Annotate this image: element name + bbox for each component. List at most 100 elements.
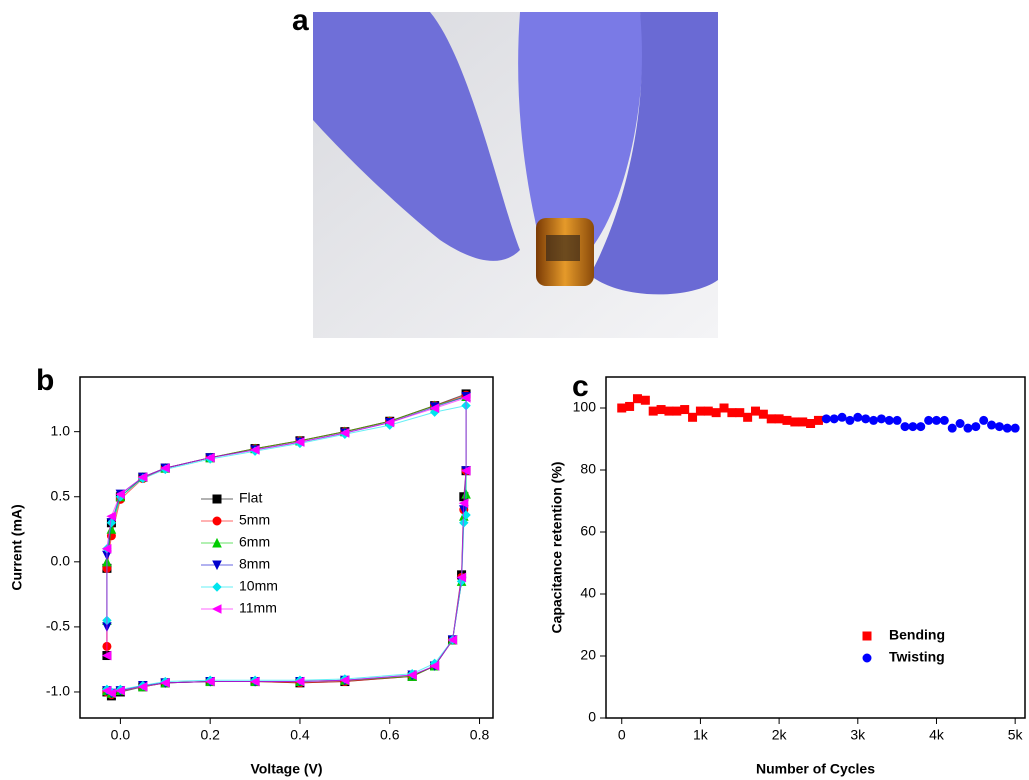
series-line — [106, 395, 467, 694]
marker — [101, 543, 112, 554]
legend-label: Flat — [239, 490, 262, 506]
marker — [407, 670, 417, 680]
marker — [813, 415, 823, 425]
marker — [821, 414, 831, 424]
marker — [758, 409, 768, 419]
marker — [680, 405, 690, 415]
marker — [106, 511, 116, 522]
x-axis-title: Number of Cycles — [756, 761, 875, 777]
marker — [837, 412, 847, 422]
marker — [1002, 423, 1012, 433]
panel-label: c — [572, 370, 589, 403]
marker — [339, 675, 350, 686]
x-tick-label: 3k — [850, 727, 866, 743]
panel-label: b — [36, 364, 54, 397]
plot-frame — [79, 376, 494, 719]
y-axis-title: Current (mA) — [9, 504, 25, 590]
x-tick-label: 0.8 — [470, 727, 490, 743]
marker — [205, 452, 215, 463]
marker — [249, 676, 260, 687]
x-tick-label: 0.0 — [111, 727, 131, 743]
marker — [1010, 423, 1020, 433]
marker — [160, 678, 170, 688]
marker — [101, 685, 112, 696]
series-line — [106, 405, 467, 693]
marker — [664, 406, 674, 416]
marker — [806, 419, 816, 428]
legend-marker — [212, 582, 222, 592]
marker — [931, 415, 941, 425]
marker — [695, 406, 705, 416]
marker — [735, 408, 745, 418]
marker — [743, 412, 753, 422]
marker — [632, 394, 642, 404]
marker — [869, 415, 879, 425]
plot-frame — [605, 376, 1026, 719]
marker — [861, 414, 871, 424]
photo — [313, 12, 718, 338]
marker — [137, 472, 148, 483]
marker — [790, 417, 800, 427]
y-tick-label: 20 — [580, 647, 596, 663]
marker — [727, 408, 737, 418]
y-tick-label: 0 — [588, 709, 596, 725]
marker — [798, 417, 808, 427]
y-tick-label: 100 — [573, 399, 597, 415]
marker — [672, 406, 682, 416]
marker — [774, 414, 784, 424]
legend-marker — [211, 604, 222, 614]
marker — [853, 412, 863, 422]
marker — [447, 635, 458, 645]
marker — [625, 401, 635, 411]
legend-marker — [212, 494, 222, 504]
marker — [205, 676, 215, 687]
series-line — [106, 394, 467, 696]
y-tick-label: 0.5 — [51, 487, 71, 503]
marker — [115, 685, 125, 696]
marker — [429, 661, 440, 671]
marker — [751, 406, 761, 416]
marker — [703, 406, 713, 416]
legend-marker — [212, 537, 222, 548]
marker — [845, 415, 855, 425]
legend-label: 6mm — [239, 534, 270, 550]
marker — [971, 422, 981, 432]
marker — [459, 518, 469, 528]
legend-label: Bending — [889, 627, 945, 643]
legend-label: Twisting — [889, 649, 945, 665]
marker — [994, 422, 1004, 432]
legend-marker — [212, 516, 222, 526]
marker — [106, 518, 117, 528]
y-tick-label: -1.0 — [46, 683, 70, 699]
series-line — [106, 395, 467, 694]
marker — [160, 463, 170, 473]
marker — [460, 465, 471, 476]
marker — [458, 498, 469, 509]
y-tick-label: 60 — [580, 523, 596, 539]
marker — [979, 415, 989, 425]
marker — [908, 422, 918, 432]
marker — [688, 412, 698, 422]
y-tick-label: 0.0 — [51, 553, 71, 569]
marker — [339, 428, 350, 438]
marker — [955, 419, 965, 428]
marker — [939, 415, 949, 425]
legend-marker — [862, 631, 872, 641]
y-axis-title: Capacitance retention (%) — [549, 462, 565, 634]
panel-label: a — [292, 4, 309, 37]
series-line — [106, 393, 467, 697]
marker — [656, 405, 666, 415]
marker — [711, 408, 721, 418]
marker — [766, 414, 776, 424]
x-axis-title: Voltage (V) — [250, 761, 322, 777]
marker — [892, 415, 902, 425]
legend-label: 5mm — [239, 512, 270, 528]
marker — [294, 437, 305, 447]
marker — [294, 676, 305, 687]
legend-label: 10mm — [239, 578, 278, 594]
x-tick-label: 0 — [618, 727, 626, 743]
series-line — [106, 397, 467, 694]
marker — [900, 422, 910, 432]
marker — [640, 395, 650, 405]
